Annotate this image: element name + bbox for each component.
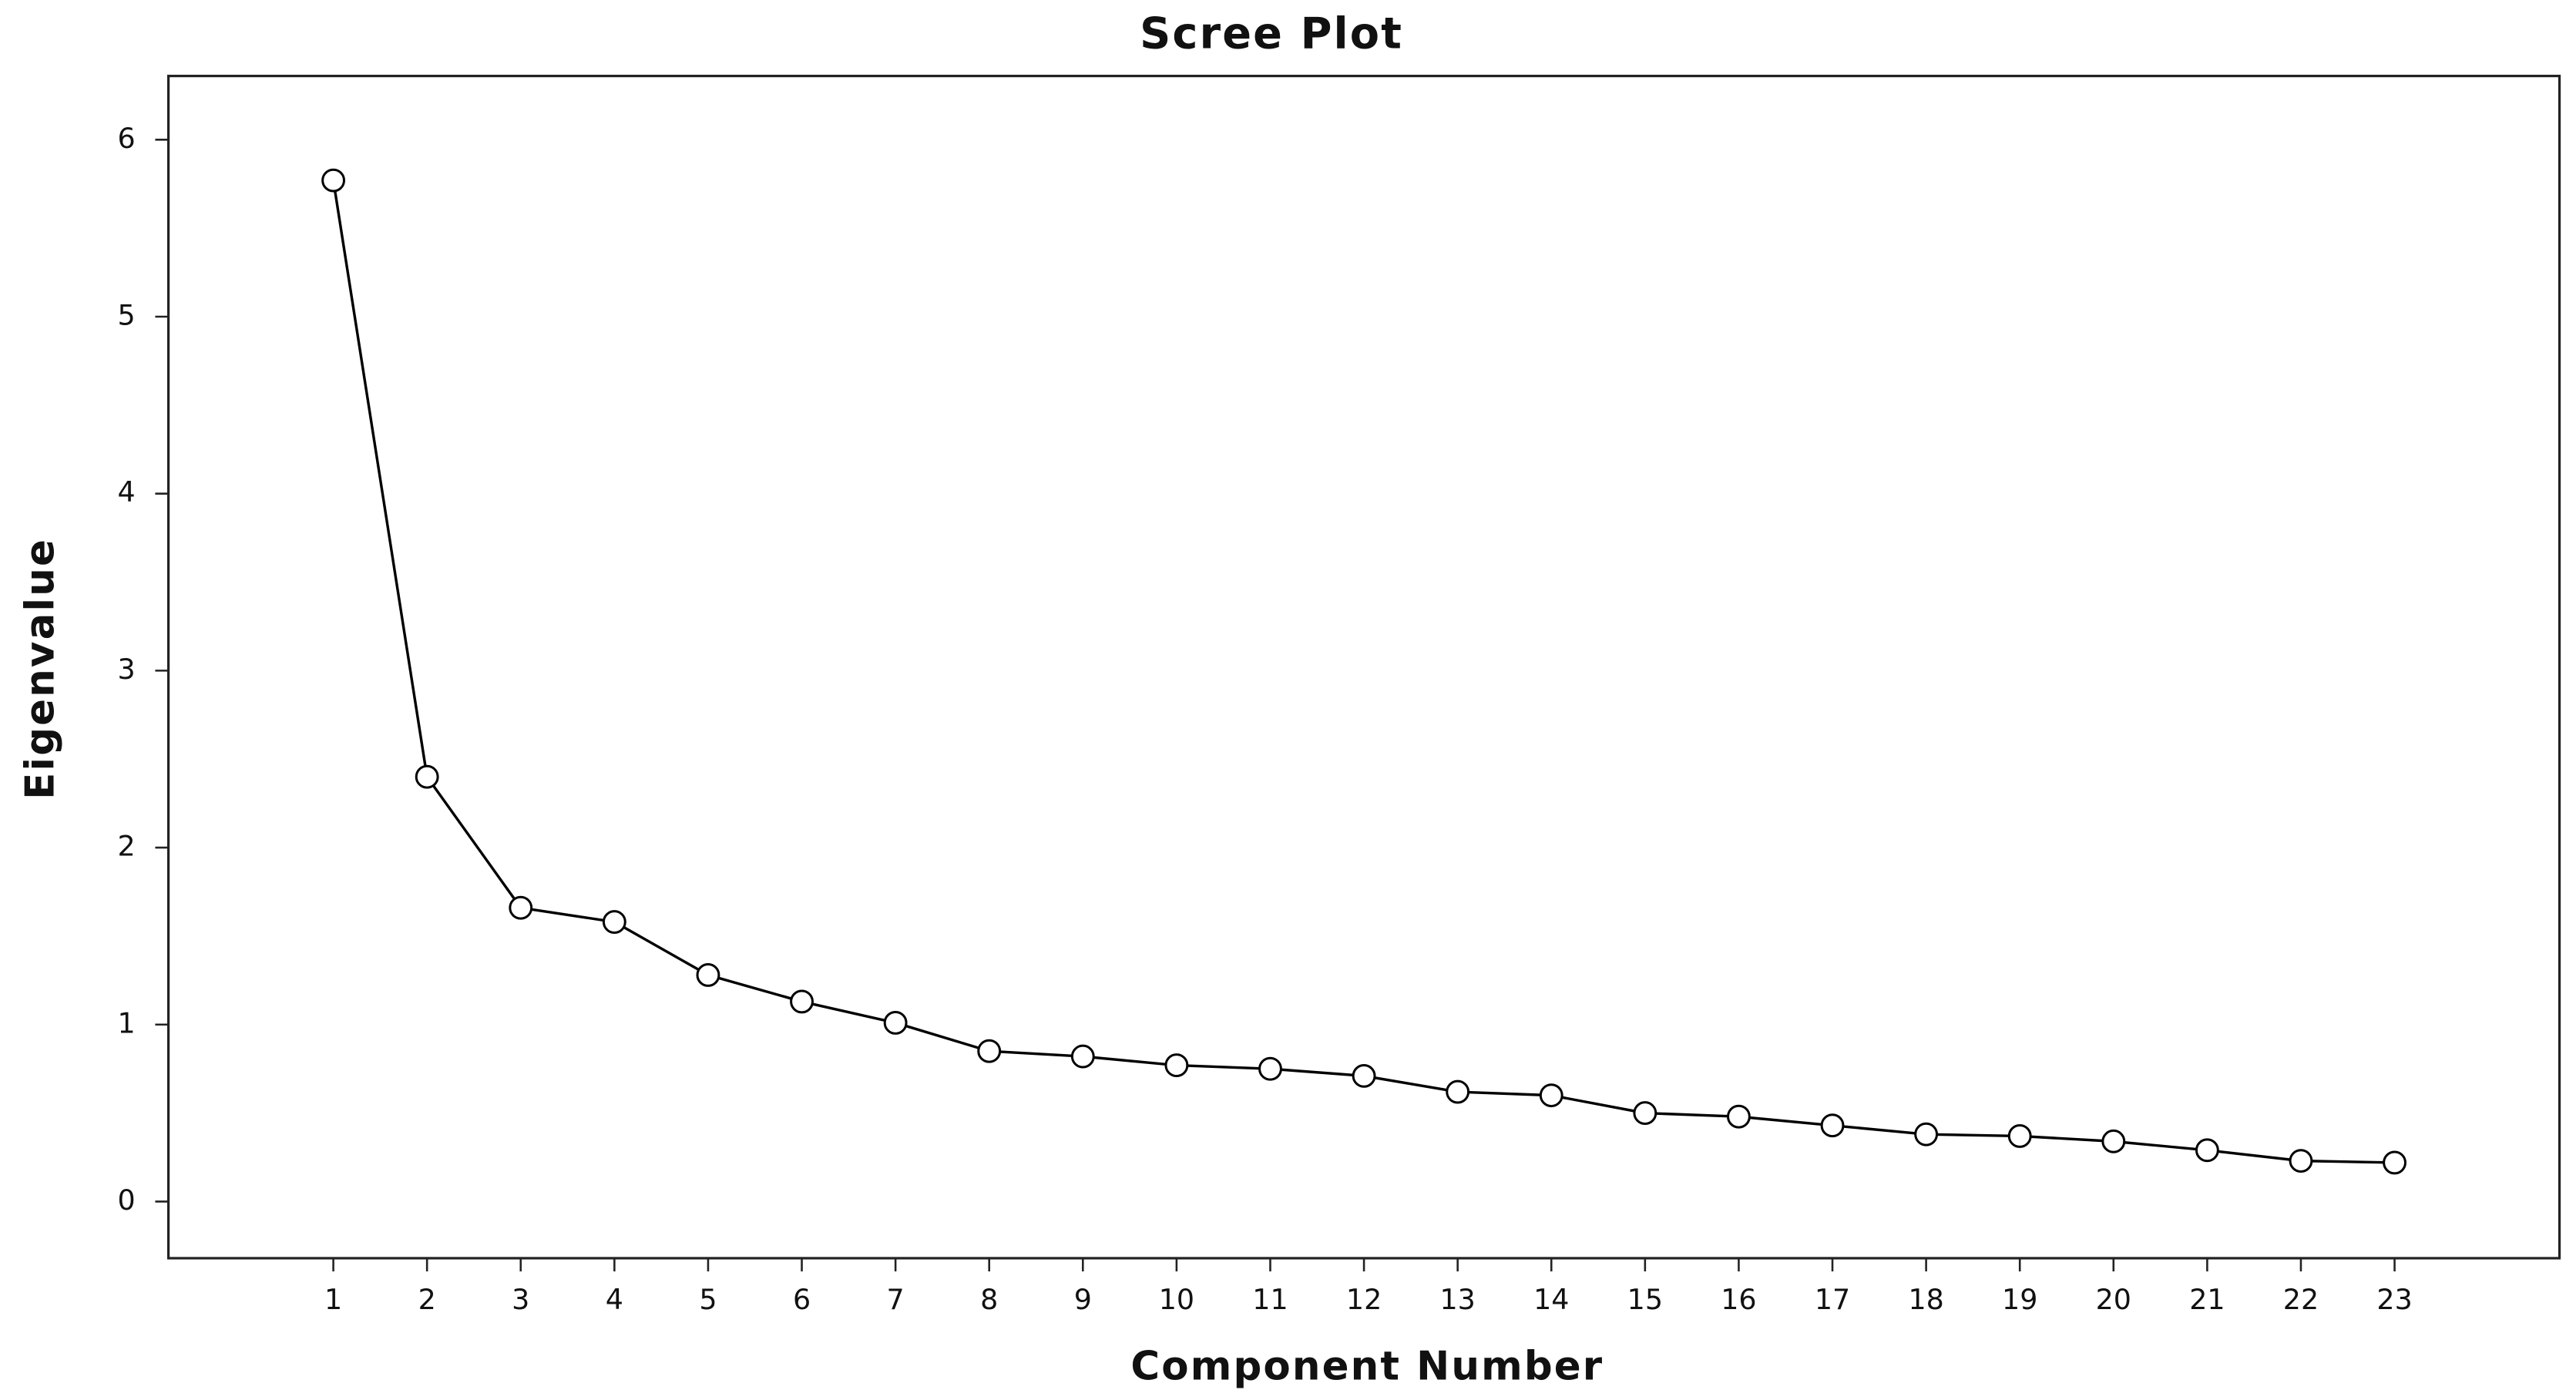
x-tick-label: 22 — [2283, 1283, 2319, 1316]
point — [696, 963, 720, 987]
x-tick-label: 1 — [324, 1283, 342, 1316]
point — [1258, 1056, 1282, 1081]
point — [1539, 1083, 1563, 1108]
y-tick-label: 4 — [118, 475, 136, 509]
point — [977, 1039, 1002, 1063]
x-tick-label: 19 — [2002, 1283, 2037, 1316]
y-tick-label: 6 — [118, 122, 136, 155]
line — [331, 180, 2395, 1164]
x-tick-label: 5 — [699, 1283, 717, 1316]
x-tick-label: 12 — [1346, 1283, 1382, 1316]
x-tick-label: 16 — [1721, 1283, 1756, 1316]
x-tick-label: 6 — [793, 1283, 811, 1316]
x-tick-label: 3 — [512, 1283, 529, 1316]
point — [2101, 1129, 2126, 1153]
y-tick-label: 0 — [118, 1183, 136, 1217]
point — [1727, 1104, 1751, 1129]
point — [1164, 1053, 1189, 1078]
point — [321, 168, 346, 193]
x-tick-label: 20 — [2096, 1283, 2131, 1316]
x-tick-label: 10 — [1159, 1283, 1194, 1316]
x-tick-label: 21 — [2189, 1283, 2225, 1316]
x-tick-label: 4 — [606, 1283, 623, 1316]
point — [1914, 1122, 1939, 1147]
x-tick-label: 18 — [1908, 1283, 1943, 1316]
x-axis-label: Component Number — [1130, 1344, 1604, 1390]
point — [2383, 1150, 2407, 1175]
chart-title: Scree Plot — [1140, 8, 1403, 59]
point — [602, 910, 626, 934]
point — [1633, 1101, 1657, 1126]
point — [1352, 1063, 1376, 1088]
point — [2195, 1138, 2219, 1163]
y-tick-label: 3 — [118, 653, 136, 686]
point — [1070, 1044, 1095, 1069]
y-tick-label: 5 — [118, 298, 136, 331]
x-tick-label: 11 — [1252, 1283, 1288, 1316]
point — [415, 764, 439, 789]
y-axis-label: Eigenvalue — [18, 538, 64, 800]
point — [2289, 1149, 2313, 1173]
point — [2007, 1124, 2032, 1148]
y-tick-label: 1 — [118, 1006, 136, 1039]
y-tick-label: 2 — [118, 830, 136, 863]
x-tick-label: 17 — [1815, 1283, 1850, 1316]
x-tick-label: 23 — [2376, 1283, 2412, 1316]
point — [1820, 1113, 1845, 1138]
x-tick-label: 7 — [887, 1283, 905, 1316]
point — [1446, 1079, 1470, 1104]
x-tick-label: 15 — [1627, 1283, 1663, 1316]
point — [509, 895, 533, 920]
x-tick-label: 13 — [1439, 1283, 1475, 1316]
point — [790, 989, 814, 1014]
x-tick-label: 14 — [1533, 1283, 1569, 1316]
x-tick-label: 2 — [418, 1283, 436, 1316]
x-tick-label: 9 — [1074, 1283, 1092, 1316]
x-tick-label: 8 — [980, 1283, 998, 1316]
point — [883, 1011, 908, 1035]
